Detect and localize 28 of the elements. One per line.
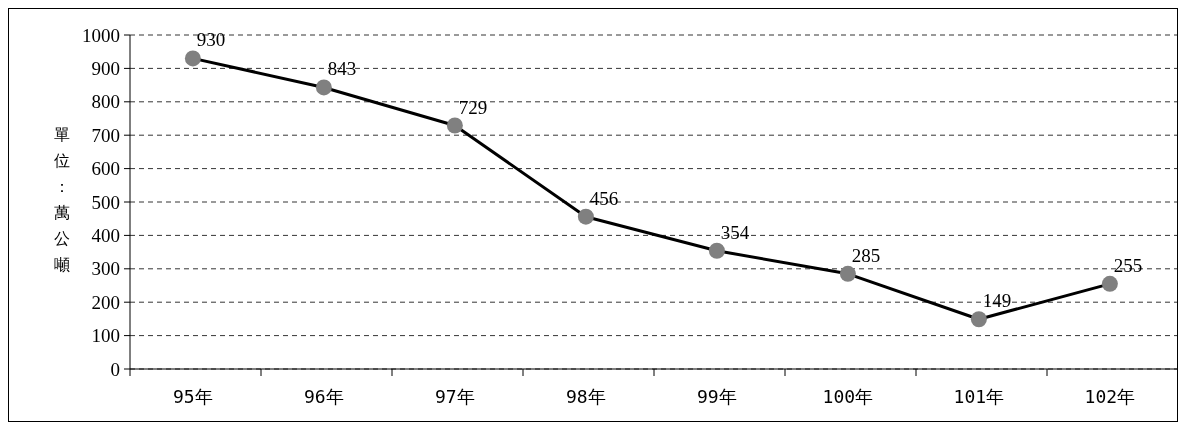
x-tick-label: 102年 — [1084, 386, 1136, 407]
data-label: 456 — [589, 187, 619, 209]
x-tick-label: 100年 — [822, 386, 874, 407]
data-label: 930 — [196, 29, 226, 51]
y-tick-label: 0 — [110, 358, 120, 380]
x-tick-label: 95年 — [173, 386, 213, 407]
data-label: 285 — [851, 244, 881, 266]
data-label: 843 — [327, 58, 357, 80]
data-label: 149 — [982, 290, 1012, 312]
y-tick-label: 300 — [91, 258, 120, 280]
x-tick-label: 96年 — [304, 386, 344, 407]
y-tick-label: 500 — [91, 191, 120, 213]
y-tick-label: 700 — [91, 124, 120, 146]
x-tick-label: 98年 — [566, 386, 606, 407]
y-tick-label: 800 — [91, 91, 120, 113]
y-tick-label: 400 — [91, 225, 120, 247]
data-label: 255 — [1113, 254, 1143, 276]
y-tick-label: 900 — [91, 58, 120, 80]
data-label: 354 — [720, 221, 750, 243]
y-tick-label: 200 — [91, 291, 120, 313]
x-tick-label: 101年 — [953, 386, 1005, 407]
x-tick-label: 99年 — [697, 386, 737, 407]
y-tick-label: 100 — [91, 325, 120, 347]
y-tick-label: 1000 — [82, 24, 120, 46]
data-label: 729 — [458, 96, 488, 118]
y-axis-title: 單位：萬公噸 — [54, 125, 70, 274]
x-tick-label: 97年 — [435, 386, 475, 407]
y-tick-label: 600 — [91, 158, 120, 180]
